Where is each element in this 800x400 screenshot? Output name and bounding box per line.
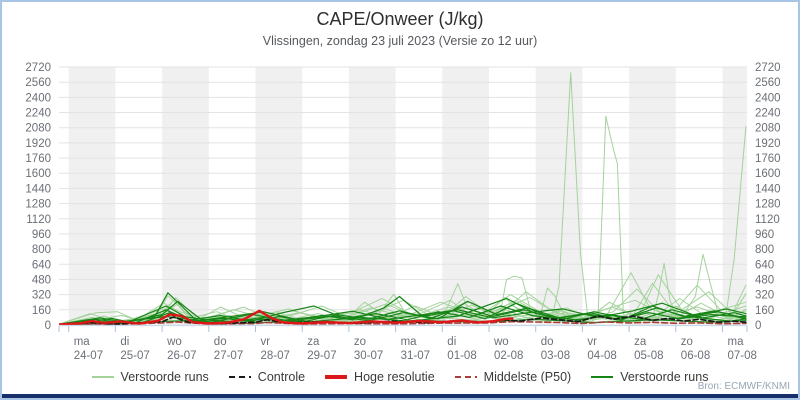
svg-text:2080: 2080: [755, 123, 781, 135]
svg-text:960: 960: [32, 229, 51, 241]
x-label-weekday: ma: [401, 336, 418, 348]
legend-label: Hoge resolutie: [354, 370, 435, 384]
x-label-weekday: zo: [681, 336, 693, 348]
x-label-date: 01-08: [447, 350, 476, 362]
x-axis-ticks: [58, 326, 748, 332]
legend-swatch-member-dark: [591, 375, 614, 379]
median-p50: [59, 320, 747, 326]
source-credit: Bron: ECMWF/KNMI: [697, 381, 790, 392]
day-bands: [68, 67, 747, 325]
x-label-date: 03-08: [541, 350, 570, 362]
svg-text:2240: 2240: [755, 108, 781, 120]
legend-item: Middelste (P50): [454, 370, 572, 384]
x-label-weekday: wo: [493, 336, 509, 348]
svg-text:1120: 1120: [26, 214, 51, 226]
x-label-weekday: zo: [354, 336, 366, 348]
svg-text:800: 800: [32, 244, 51, 256]
legend-label: Verstoorde runs: [120, 370, 209, 384]
x-label-date: 25-07: [120, 350, 149, 362]
hires: [59, 309, 514, 326]
perturbed-light-9: [59, 294, 747, 325]
svg-text:960: 960: [755, 229, 774, 241]
legend-swatch-member-light: [91, 375, 114, 379]
svg-text:1760: 1760: [755, 153, 781, 165]
legend-item: Controle: [228, 370, 306, 384]
svg-text:320: 320: [32, 290, 51, 302]
x-label-date: 07-08: [728, 350, 757, 362]
svg-text:640: 640: [32, 259, 51, 271]
legend-item: Verstoorde runs: [591, 370, 708, 384]
x-label-weekday: ma: [74, 336, 91, 348]
svg-text:1440: 1440: [755, 183, 781, 195]
svg-text:480: 480: [755, 275, 774, 287]
x-label-date: 26-07: [167, 350, 196, 362]
perturbed-light-7: [59, 282, 747, 325]
svg-text:1920: 1920: [25, 138, 51, 150]
x-label-date: 29-07: [307, 350, 336, 362]
x-label-date: 05-08: [634, 350, 663, 362]
svg-text:1280: 1280: [755, 199, 781, 211]
legend-swatch-p50: [454, 375, 477, 379]
svg-text:2240: 2240: [25, 108, 51, 120]
perturbed-dark-6: [59, 302, 747, 325]
svg-text:1600: 1600: [755, 168, 781, 180]
svg-text:160: 160: [32, 305, 51, 317]
svg-text:0: 0: [755, 320, 761, 332]
x-label-weekday: do: [214, 336, 227, 348]
svg-text:2560: 2560: [25, 77, 51, 89]
x-label-weekday: ma: [728, 336, 745, 348]
x-label-weekday: za: [634, 336, 647, 348]
x-label-date: 30-07: [354, 350, 383, 362]
legend-swatch-control: [228, 375, 251, 379]
chart-legend: Verstoorde runs Controle Hoge resolutie Mid…: [2, 370, 798, 384]
svg-text:640: 640: [755, 259, 774, 271]
svg-text:1760: 1760: [25, 153, 51, 165]
x-label-date: 24-07: [74, 350, 103, 362]
y-axis-labels: 0 0 160 160 320 320 480 480 640 640 800 800 960 960 11…: [25, 62, 780, 332]
svg-text:2400: 2400: [755, 92, 781, 104]
svg-text:160: 160: [755, 305, 774, 317]
svg-text:1120: 1120: [755, 214, 780, 226]
bottom-accent-bar: [2, 394, 798, 398]
legend-swatch-hres: [325, 375, 348, 379]
svg-text:2400: 2400: [25, 92, 51, 104]
svg-text:1600: 1600: [25, 168, 51, 180]
legend-label: Controle: [257, 370, 306, 384]
x-label-date: 06-08: [681, 350, 710, 362]
x-label-weekday: do: [541, 336, 554, 348]
svg-text:800: 800: [755, 244, 774, 256]
x-label-date: 28-07: [261, 350, 290, 362]
svg-text:2720: 2720: [25, 62, 51, 74]
series-lines: [59, 72, 747, 326]
legend-label: Middelste (P50): [483, 370, 572, 384]
x-label-weekday: vr: [261, 336, 271, 348]
chart-title: CAPE/Onweer (J/kg): [316, 9, 484, 29]
x-label-weekday: wo: [166, 336, 182, 348]
x-label-date: 27-07: [214, 350, 243, 362]
svg-text:2720: 2720: [755, 62, 781, 74]
x-label-date: 04-08: [587, 350, 616, 362]
x-axis-labels: ma 24-07 di 25-07 wo 26-07 do 27-07 vr 28-07 za 29-…: [74, 336, 757, 362]
x-label-date: 31-07: [401, 350, 430, 362]
legend-item: Hoge resolutie: [325, 370, 435, 384]
perturbed-light-6: [59, 288, 747, 326]
svg-text:2560: 2560: [755, 77, 781, 89]
x-label-date: 02-08: [494, 350, 523, 362]
x-label-weekday: za: [307, 336, 320, 348]
legend-item: Verstoorde runs: [91, 370, 209, 384]
chart-subtitle: Vlissingen, zondag 23 juli 2023 (Versie …: [262, 34, 538, 48]
legend-label: Verstoorde runs: [620, 370, 709, 384]
x-label-weekday: di: [447, 336, 456, 348]
x-label-weekday: vr: [587, 336, 597, 348]
svg-text:480: 480: [32, 275, 51, 287]
svg-text:2080: 2080: [25, 123, 51, 135]
svg-text:320: 320: [755, 290, 774, 302]
svg-text:1440: 1440: [25, 183, 51, 195]
svg-text:1920: 1920: [755, 138, 781, 150]
svg-text:0: 0: [45, 320, 51, 332]
svg-text:1280: 1280: [25, 199, 51, 211]
x-label-weekday: di: [120, 336, 129, 348]
